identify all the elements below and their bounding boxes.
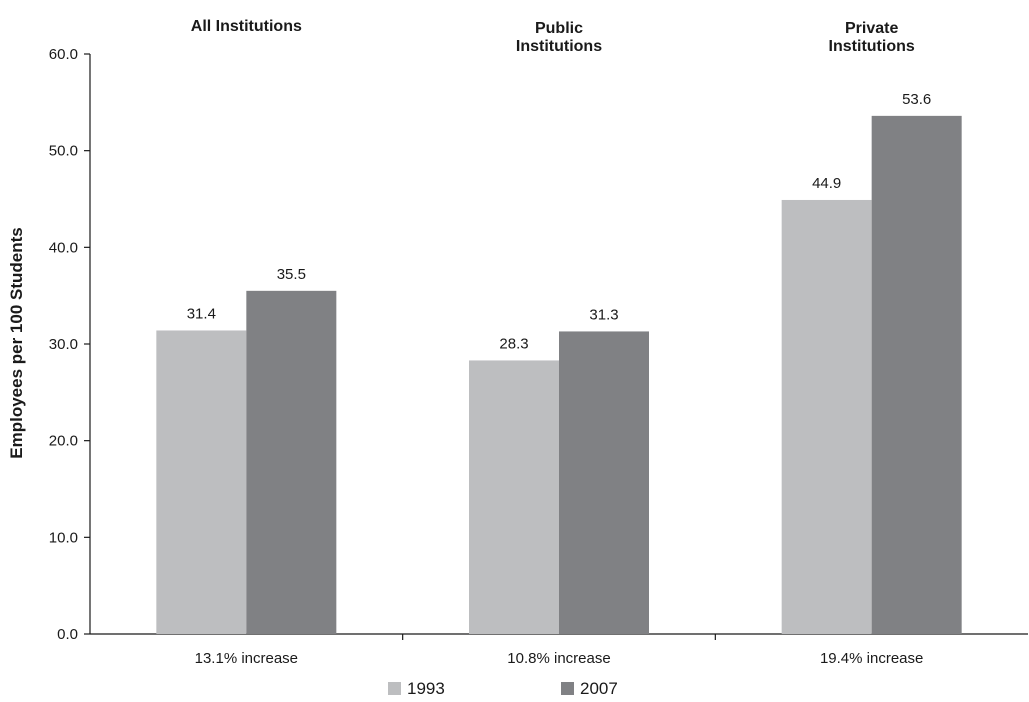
category-labels: 13.1% increase 10.8% increase 19.4% increa… <box>195 650 924 667</box>
group-title: Public <box>535 20 583 37</box>
bars <box>156 115 962 634</box>
group-title: Private <box>845 20 898 37</box>
bar-2007-1 <box>559 331 649 634</box>
bar-2007-2 <box>871 115 962 634</box>
y-axis: 0.0 10.0 20.0 30.0 40.0 50.0 60.0 <box>49 46 91 643</box>
legend-swatch-2007 <box>561 682 574 695</box>
data-label: 53.6 <box>902 91 931 108</box>
legend-label-2007: 2007 <box>580 679 618 698</box>
y-axis-label: Employees per 100 Students <box>7 227 26 458</box>
bar-1993-1 <box>469 360 559 634</box>
bar-1993-2 <box>781 199 872 634</box>
data-label: 31.3 <box>589 306 618 323</box>
bar-2007-0 <box>246 290 337 634</box>
group-title: Institutions <box>829 38 915 55</box>
data-label: 28.3 <box>499 335 528 352</box>
group-titles: All Institutions PublicInstitutionsPrivat… <box>191 18 915 55</box>
y-tick-label: 10.0 <box>49 529 78 546</box>
y-tick-label: 60.0 <box>49 46 78 63</box>
legend-swatch-1993 <box>388 682 401 695</box>
group-title: Institutions <box>516 38 602 55</box>
category-label: 19.4% increase <box>820 650 923 667</box>
data-label: 31.4 <box>187 305 216 322</box>
group-title: All Institutions <box>191 18 302 35</box>
y-tick-label: 20.0 <box>49 433 78 450</box>
category-label: 13.1% increase <box>195 650 298 667</box>
y-tick-label: 30.0 <box>49 336 78 353</box>
data-labels: 31.4 35.5 28.3 31.3 44.9 53.6 <box>187 91 932 353</box>
legend: 1993 2007 <box>388 679 618 698</box>
data-label: 44.9 <box>812 175 841 192</box>
category-label: 10.8% increase <box>507 650 610 667</box>
y-tick-label: 40.0 <box>49 239 78 256</box>
legend-label-1993: 1993 <box>407 679 445 698</box>
y-tick-label: 50.0 <box>49 143 78 160</box>
bar-1993-0 <box>156 330 247 634</box>
data-label: 35.5 <box>277 266 306 283</box>
y-tick-label: 0.0 <box>57 626 78 643</box>
x-axis <box>90 633 1028 640</box>
